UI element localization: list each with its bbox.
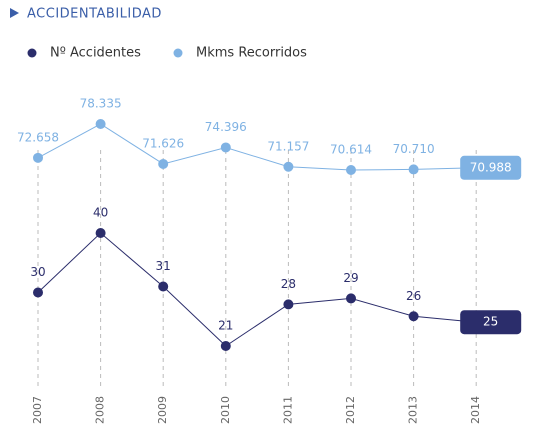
data-label: 70.710: [393, 142, 435, 156]
x-tick-label: 2011: [281, 396, 294, 424]
point: [158, 158, 169, 169]
x-tick-label: 2008: [94, 396, 107, 424]
highlight-box: [460, 310, 522, 335]
point: [346, 293, 356, 304]
data-label: 70.614: [330, 143, 372, 157]
point: [95, 119, 106, 129]
point: [408, 164, 419, 175]
data-label: 25: [483, 315, 498, 329]
point: [33, 287, 43, 298]
point: [408, 311, 419, 322]
data-label: 74.396: [205, 120, 247, 134]
x-tick-label: 2013: [407, 396, 420, 424]
data-label: 71.157: [267, 139, 309, 153]
point: [283, 299, 294, 310]
data-label: 28: [281, 277, 296, 291]
x-tick-label: 2014: [469, 396, 482, 424]
data-label: 78.335: [80, 97, 122, 111]
data-label: 72.658: [17, 130, 59, 144]
data-label: 21: [218, 319, 233, 333]
chart-title: ACCIDENTABILIDAD: [27, 7, 162, 22]
x-tick-label: 2009: [156, 396, 169, 424]
point: [158, 281, 169, 292]
data-label: 29: [343, 271, 358, 285]
legend-label: Nº Accidentes: [50, 46, 141, 61]
series-line: [37, 232, 477, 347]
data-label: 70.988: [470, 160, 512, 174]
legend-marker: [27, 48, 37, 58]
x-tick-label: 2007: [31, 396, 44, 424]
legend-marker: [173, 48, 183, 58]
point: [220, 142, 231, 153]
point: [95, 228, 106, 238]
data-label: 26: [406, 289, 421, 303]
x-tick-label: 2010: [219, 396, 232, 424]
highlight-box: [460, 155, 522, 180]
point: [220, 341, 231, 351]
data-label: 30: [30, 265, 45, 279]
legend-label: Mkms Recorridos: [196, 46, 307, 61]
data-label: 31: [156, 259, 171, 273]
title-icon: [10, 8, 19, 18]
point: [33, 152, 43, 163]
point: [346, 165, 356, 175]
x-tick-label: 2012: [344, 396, 357, 424]
point: [283, 161, 294, 172]
data-label: 40: [93, 206, 108, 220]
series-line: [37, 123, 477, 171]
data-label: 71.626: [142, 136, 184, 150]
